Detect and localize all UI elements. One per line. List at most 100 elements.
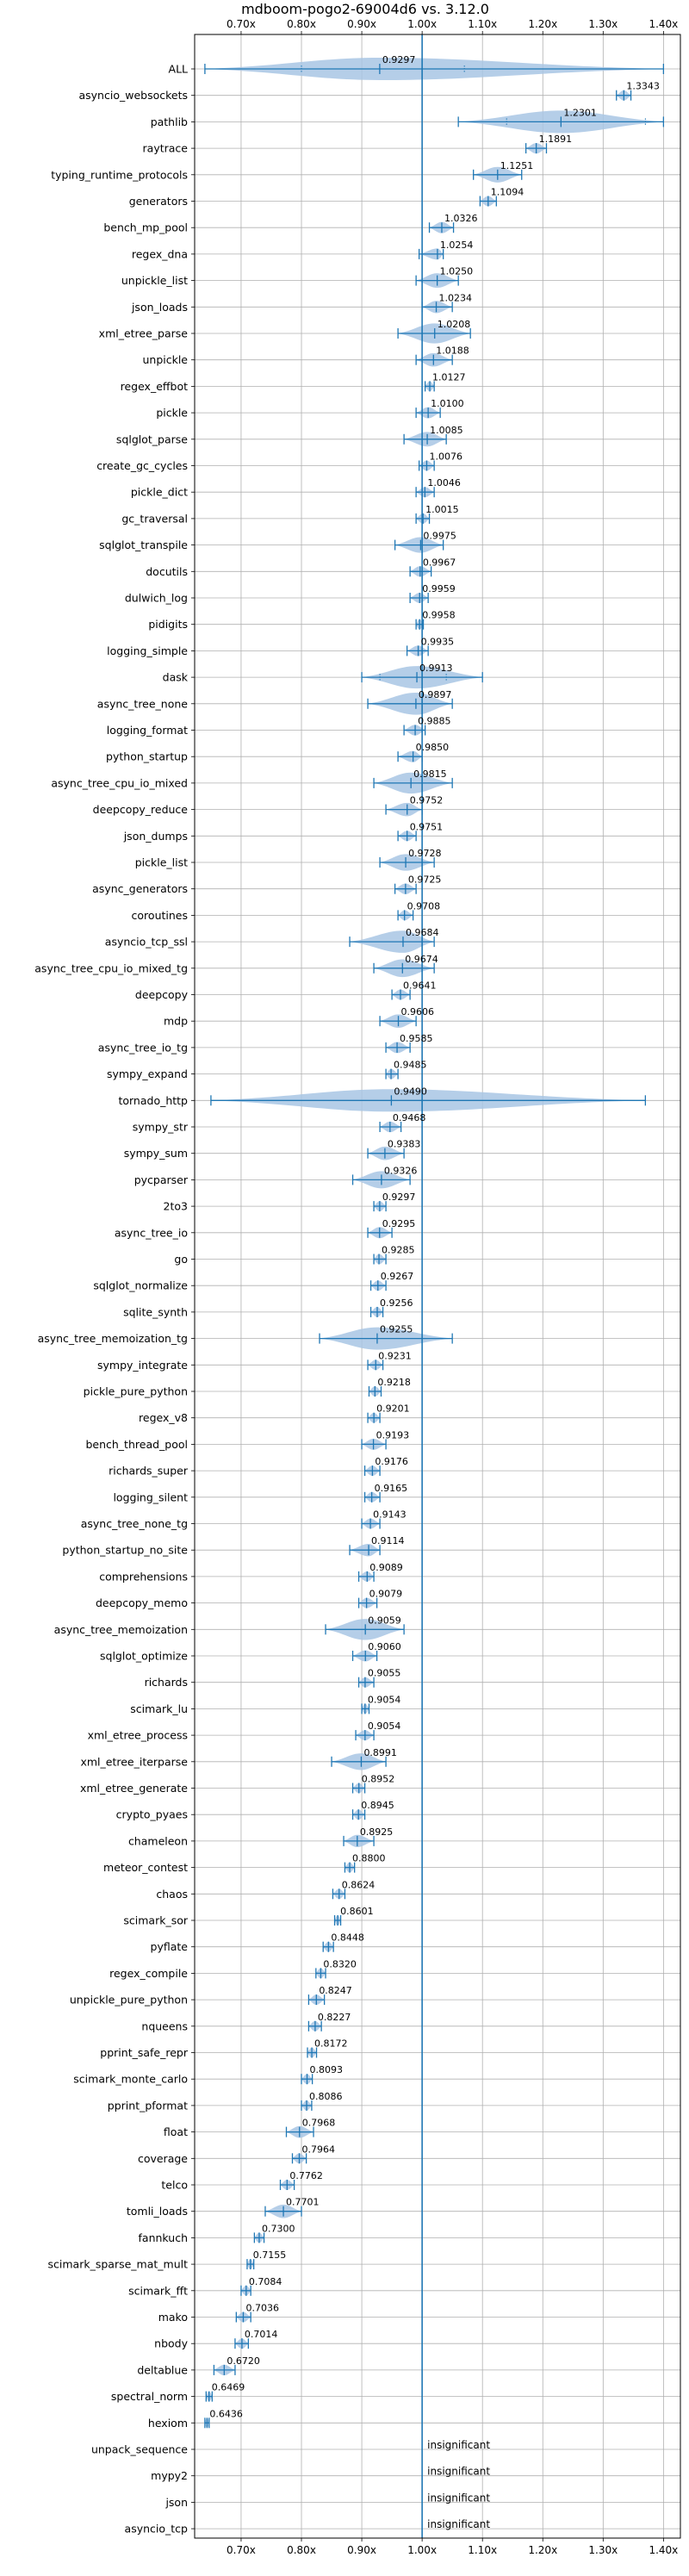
benchmark-label: hexiom [148, 2417, 188, 2430]
median-value-label: 0.9897 [419, 689, 451, 700]
median-value-label: 1.0085 [430, 425, 463, 436]
median-value-label: 0.9297 [382, 1192, 416, 1203]
median-value-label: 1.0326 [444, 213, 478, 224]
benchmark-label: spectral_norm [111, 2390, 188, 2403]
x-tick-label-top: 1.10x [468, 18, 497, 30]
median-value-label: 0.9958 [422, 610, 455, 621]
median-value-label: 1.1891 [539, 134, 573, 145]
insignificant-label: insignificant [427, 2492, 490, 2504]
median-value-label: 0.8093 [310, 2064, 344, 2075]
benchmark-label: xml_etree_iterparse [80, 1755, 188, 1768]
median-value-label: 1.2301 [563, 107, 597, 118]
chart-title: mdboom-pogo2-69004d6 vs. 3.12.0 [241, 1, 489, 17]
benchmark-label: asyncio_websockets [78, 89, 188, 102]
median-value-label: 0.9114 [371, 1535, 405, 1546]
median-value-label: 0.8624 [342, 1879, 376, 1890]
benchmark-label: richards [145, 1676, 188, 1689]
median-value-label: 0.9725 [408, 874, 441, 886]
median-value-label: 0.9231 [378, 1350, 412, 1361]
benchmark-label: logging_format [107, 724, 188, 737]
x-tick-label-bottom: 1.30x [588, 2544, 618, 2556]
benchmark-label: deepcopy_memo [96, 1596, 188, 1609]
benchmark-label: create_gc_cycles [96, 459, 188, 472]
benchmark-label: nbody [154, 2337, 188, 2350]
benchmark-label: typing_runtime_protocols [51, 168, 188, 181]
benchmark-label: tornado_http [118, 1094, 188, 1107]
x-tick-label-top: 1.00x [407, 18, 437, 30]
median-value-label: 1.0208 [438, 319, 471, 330]
median-value-label: 1.1094 [491, 187, 525, 198]
median-value-label: 0.9055 [368, 1668, 401, 1679]
benchmark-label: async_tree_memoization [54, 1623, 188, 1636]
benchmark-label: raytrace [143, 142, 189, 155]
median-value-label: 0.9297 [382, 54, 416, 65]
benchmark-label: sqlglot_optimize [100, 1650, 188, 1663]
median-value-label: 0.9967 [423, 557, 456, 568]
median-value-label: 1.0015 [425, 504, 458, 515]
benchmark-label: xml_etree_parse [99, 327, 189, 340]
median-value-label: 0.7036 [245, 2303, 279, 2314]
median-value-label: 1.0250 [440, 266, 473, 277]
median-value-label: 0.7762 [289, 2170, 323, 2181]
benchmark-label: sympy_expand [107, 1067, 188, 1080]
x-tick-label-bottom: 1.00x [407, 2544, 437, 2556]
benchmark-label: pickle_dict [131, 486, 188, 499]
benchmark-label: logging_silent [113, 1490, 188, 1503]
median-value-label: 0.7155 [253, 2249, 287, 2261]
median-value-label: 0.9684 [406, 927, 439, 938]
benchmark-label: async_tree_none [97, 697, 189, 710]
benchmark-label: asyncio_tcp_ssl [105, 936, 188, 949]
median-value-label: 0.9641 [403, 980, 437, 992]
median-value-label: 1.0076 [429, 451, 462, 463]
benchmark-label: unpack_sequence [91, 2443, 188, 2456]
benchmark-label: coroutines [132, 909, 188, 922]
median-value-label: 0.8601 [340, 1906, 374, 1917]
median-value-label: 0.9079 [369, 1589, 403, 1600]
benchmark-label: async_tree_io [115, 1226, 188, 1239]
median-value-label: 0.9913 [419, 663, 453, 674]
x-tick-label-top: 1.40x [649, 18, 678, 30]
benchmark-label: logging_simple [107, 644, 188, 657]
benchmark-label: async_tree_io_tg [98, 1041, 188, 1054]
median-value-label: 0.9295 [382, 1218, 416, 1229]
benchmark-label: pprint_safe_repr [100, 2046, 189, 2059]
median-value-label: 0.9285 [382, 1245, 415, 1256]
median-value-label: 1.3343 [626, 81, 660, 92]
benchmark-label: scimark_sparse_mat_mult [48, 2258, 189, 2271]
median-value-label: 0.8320 [323, 1958, 357, 1969]
benchmark-label: gc_traversal [121, 512, 188, 525]
median-value-label: 0.9885 [418, 716, 451, 727]
median-value-label: 0.9752 [410, 795, 444, 806]
median-value-label: 0.9815 [413, 768, 447, 780]
x-tick-label-bottom: 0.70x [227, 2544, 256, 2556]
x-tick-label-top: 1.20x [528, 18, 557, 30]
benchmark-label: sqlglot_parse [116, 432, 188, 445]
median-value-label: 0.8800 [352, 1853, 386, 1864]
benchmark-label: go [174, 1253, 188, 1266]
median-value-label: 0.9165 [375, 1483, 408, 1494]
median-value-label: 0.7300 [262, 2223, 295, 2234]
benchmark-label: async_tree_cpu_io_mixed_tg [34, 961, 188, 974]
median-value-label: 0.9585 [400, 1033, 433, 1044]
insignificant-label: insignificant [427, 2439, 490, 2451]
median-value-label: 0.8952 [362, 1774, 395, 1785]
benchmark-label: json [164, 2496, 188, 2509]
benchmark-label: regex_dna [132, 247, 188, 260]
benchmark-label: xml_etree_generate [80, 1782, 188, 1795]
median-value-label: 1.1251 [500, 160, 534, 171]
benchmark-label: regex_compile [109, 1967, 188, 1980]
label-layer: 0.9297 1.3343 1.2301 1.1891 1.1251 1.1094 1.03… [209, 54, 659, 2530]
median-value-label: 0.8227 [318, 2012, 351, 2023]
benchmark-label: python_startup [106, 750, 188, 763]
median-value-label: 1.0234 [439, 292, 473, 303]
benchmark-label: regex_effbot [121, 380, 188, 393]
median-value-label: 0.9485 [394, 1060, 427, 1071]
benchmark-label: comprehensions [99, 1570, 188, 1583]
benchmark-label: pyflate [151, 1940, 189, 1953]
benchmark-label: pycparser [134, 1173, 189, 1186]
benchmark-label: chameleon [128, 1834, 188, 1847]
median-value-label: 0.9054 [368, 1694, 401, 1705]
median-value-label: 0.9060 [368, 1641, 401, 1652]
x-tick-label-top: 0.80x [287, 18, 316, 30]
median-value-label: 0.9054 [368, 1720, 401, 1732]
